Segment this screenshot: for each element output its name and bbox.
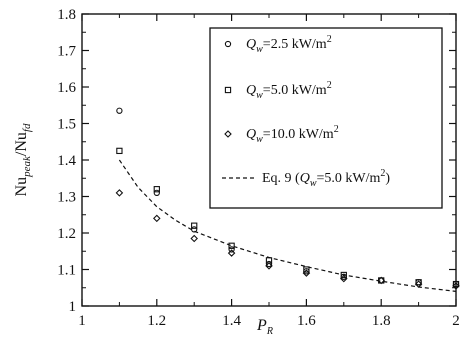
- legend-entry: Qw=10.0 kW/m2: [246, 124, 339, 145]
- y-axis-label: Nupeak/Nufd: [13, 123, 33, 196]
- data-point-diamond: [340, 274, 348, 283]
- data-point-diamond: [452, 282, 460, 290]
- data-point-circle: [153, 189, 160, 196]
- data-point-circle: [228, 246, 235, 253]
- y-tick-label: 1.3: [57, 190, 76, 206]
- data-point-circle: [265, 260, 273, 268]
- data-point-diamond: [115, 189, 124, 197]
- y-tick-label: 1.8: [57, 7, 76, 23]
- data-point-circle: [116, 107, 123, 114]
- x-tick-label: 2: [452, 313, 460, 329]
- y-tick-label: 1: [69, 299, 77, 315]
- y-tick-label: 1.1: [57, 263, 76, 279]
- data-point-square: [452, 280, 460, 288]
- x-tick-label: 1.4: [222, 313, 241, 329]
- axis-labels: PR Nupeak/Nufd: [13, 123, 273, 337]
- legend-entry: Qw=5.0 kW/m2: [246, 80, 332, 101]
- legend-entry: Qw=2.5 kW/m2: [246, 34, 332, 55]
- series-line-eq9: [118, 159, 457, 292]
- legend-box: [209, 27, 443, 209]
- data-point-circle: [191, 226, 198, 233]
- y-tick-label: 1.4: [57, 153, 76, 169]
- legend-entry: Eq. 9 (Qw=5.0 kW/m2): [262, 168, 390, 189]
- x-tick-label: 1: [78, 313, 86, 329]
- data-point-square: [415, 279, 422, 286]
- data-point-diamond: [227, 249, 236, 257]
- data-point-diamond: [377, 276, 385, 285]
- data-point-square: [228, 242, 235, 249]
- legend-symbol-square: [224, 86, 232, 94]
- data-point-diamond: [302, 269, 311, 277]
- axis-ticks: 1 1.2 1.4 1.6 1.8 2 1 1.1 1.2 1.3 1.4 1.5 1.6 1.7 1.8: [57, 7, 460, 329]
- x-tick-label: 1.2: [147, 313, 166, 329]
- legend: Qw=2.5 kW/m2 Qw=5.0 kW/m2 Qw=10.0 kW/m2 Eq.…: [209, 27, 443, 209]
- data-point-square: [116, 147, 123, 155]
- data-point-square: [153, 186, 160, 193]
- y-tick-label: 1.2: [57, 226, 76, 242]
- data-point-square: [191, 222, 198, 229]
- data-series: [115, 107, 460, 292]
- x-axis-label: PR: [256, 317, 273, 337]
- data-point-diamond: [190, 234, 198, 243]
- y-tick-label: 1.5: [57, 117, 76, 133]
- y-tick-label: 1.7: [57, 44, 76, 60]
- data-point-diamond: [153, 214, 161, 223]
- data-point-diamond: [265, 262, 273, 270]
- x-tick-label: 1.8: [372, 313, 391, 329]
- y-tick-label: 1.6: [57, 80, 76, 96]
- data-point-square: [340, 271, 347, 279]
- legend-symbol-diamond: [224, 130, 232, 138]
- x-tick-label: 1.6: [297, 313, 316, 329]
- data-point-square: [303, 266, 310, 273]
- legend-symbol-circle: [224, 40, 232, 48]
